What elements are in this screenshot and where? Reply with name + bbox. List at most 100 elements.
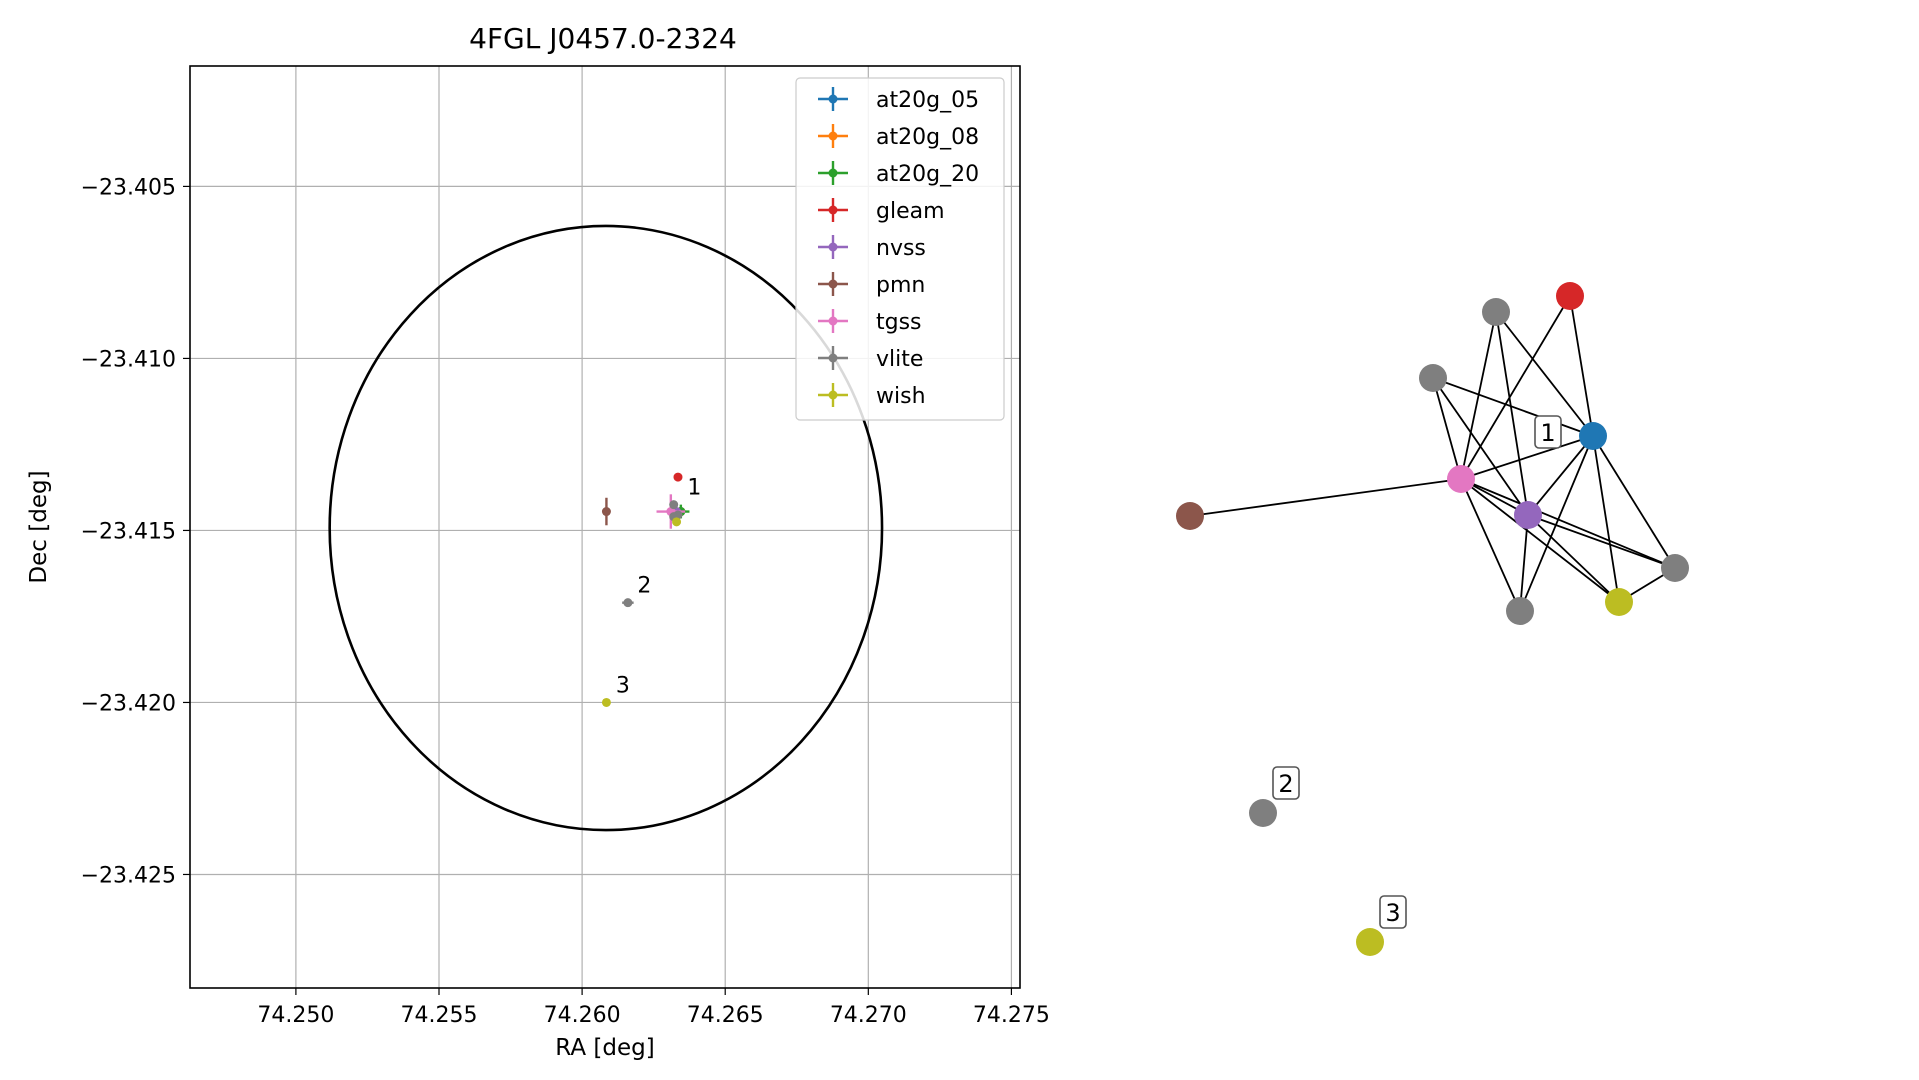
network-edge bbox=[1519, 435, 1594, 612]
legend-label: tgss bbox=[876, 310, 922, 335]
network-edge bbox=[1527, 514, 1620, 603]
legend-label: gleam bbox=[876, 199, 945, 224]
marker bbox=[601, 507, 611, 517]
x-tick-label: 74.250 bbox=[257, 1003, 334, 1028]
network-edge bbox=[1519, 514, 1529, 612]
network-edge bbox=[1495, 311, 1594, 437]
node-label-2: 2 bbox=[1272, 766, 1300, 800]
legend-marker bbox=[828, 205, 838, 215]
legend-label: vlite bbox=[876, 347, 923, 372]
marker bbox=[672, 517, 682, 527]
chart-title: 4FGL J0457.0-2324 bbox=[469, 22, 737, 55]
x-tick-label: 74.275 bbox=[973, 1003, 1050, 1028]
network-node-gray_b bbox=[1419, 364, 1447, 392]
network-edge bbox=[1460, 311, 1497, 480]
legend-marker bbox=[828, 168, 838, 178]
legend-marker bbox=[828, 279, 838, 289]
legend-entry-at20g_05: at20g_05 bbox=[818, 87, 979, 113]
network-node-olive bbox=[1605, 588, 1633, 616]
network-edge bbox=[1432, 377, 1529, 516]
network-node-purple bbox=[1514, 501, 1542, 529]
y-tick-label: −23.405 bbox=[81, 175, 176, 200]
point-annotation: 1 bbox=[687, 476, 701, 501]
node-label-text: 2 bbox=[1278, 770, 1293, 798]
data-point-wish bbox=[672, 517, 682, 527]
legend-label: at20g_05 bbox=[876, 88, 979, 113]
legend-entry-vlite: vlite bbox=[818, 346, 923, 372]
legend-label: nvss bbox=[876, 236, 926, 261]
legend-marker bbox=[828, 316, 838, 326]
data-point-gleam bbox=[673, 472, 683, 482]
network-edge bbox=[1460, 478, 1620, 603]
x-tick-label: 74.265 bbox=[687, 1003, 764, 1028]
legend-entry-gleam: gleam bbox=[818, 198, 945, 224]
network-node-gray_c bbox=[1506, 597, 1534, 625]
network-node-gray_d bbox=[1661, 554, 1689, 582]
scatter-chart: 4FGL J0457.0-2324 1 2 3 74.250 74.255 74.260… bbox=[26, 22, 1050, 1061]
node-label-text: 1 bbox=[1540, 419, 1555, 447]
legend-label: at20g_08 bbox=[876, 125, 979, 150]
marker bbox=[601, 697, 611, 707]
point-annotation: 2 bbox=[637, 574, 651, 599]
network-edge bbox=[1592, 435, 1620, 603]
network-node-blue bbox=[1579, 422, 1607, 450]
network-edge bbox=[1189, 478, 1462, 517]
node-label-text: 3 bbox=[1385, 899, 1400, 927]
y-axis-label: Dec [deg] bbox=[26, 470, 52, 583]
node-label-box bbox=[1272, 766, 1300, 800]
legend-marker bbox=[828, 242, 838, 252]
network-edge bbox=[1592, 435, 1676, 569]
network-node-red bbox=[1556, 282, 1584, 310]
nodes-layer bbox=[1176, 282, 1689, 956]
node-labels-layer: 1 2 3 bbox=[1272, 415, 1562, 929]
points-layer bbox=[601, 472, 690, 707]
data-point-pmn bbox=[601, 497, 611, 526]
ellipse-layer bbox=[328, 224, 884, 832]
y-tick-label: −23.410 bbox=[81, 347, 176, 372]
legend-marker bbox=[828, 353, 838, 363]
network-edge bbox=[1460, 435, 1594, 480]
x-axis-label: RA [deg] bbox=[555, 1035, 654, 1061]
network-node-pink bbox=[1447, 465, 1475, 493]
marker bbox=[669, 500, 679, 510]
network-edge bbox=[1460, 295, 1571, 480]
x-tick-label: 74.260 bbox=[544, 1003, 621, 1028]
legend-entry-nvss: nvss bbox=[818, 235, 926, 261]
legend-entry-pmn: pmn bbox=[818, 272, 925, 298]
network-edge bbox=[1432, 377, 1462, 480]
legend-entry-at20g_20: at20g_20 bbox=[818, 161, 979, 187]
legend-entry-wish: wish bbox=[818, 383, 926, 409]
y-tick-label: −23.420 bbox=[81, 691, 176, 716]
legend-entry-tgss: tgss bbox=[818, 309, 922, 335]
legend-label: at20g_20 bbox=[876, 162, 979, 187]
point-annotation: 3 bbox=[616, 673, 630, 698]
y-tick-label: −23.415 bbox=[81, 519, 176, 544]
node-label-box bbox=[1534, 415, 1562, 449]
legend-label: wish bbox=[876, 384, 926, 409]
data-point-vlite bbox=[669, 500, 679, 510]
network-node-olive_3 bbox=[1356, 928, 1384, 956]
node-label-3: 3 bbox=[1379, 895, 1407, 929]
y-ticks: −23.405 −23.410 −23.415 −23.420 −23.425 bbox=[81, 175, 190, 888]
legend-marker bbox=[828, 131, 838, 141]
node-label-1: 1 bbox=[1534, 415, 1562, 449]
network-edge bbox=[1527, 435, 1594, 516]
annotation-layer: 1 2 3 bbox=[616, 476, 702, 699]
network-edge bbox=[1495, 311, 1529, 516]
network-edge bbox=[1460, 478, 1676, 569]
x-ticks: 74.250 74.255 74.260 74.265 74.270 74.275 bbox=[257, 988, 1050, 1028]
marker bbox=[623, 598, 633, 608]
network-edge bbox=[1527, 514, 1676, 569]
network-edge bbox=[1569, 295, 1594, 437]
marker bbox=[673, 472, 683, 482]
legend-marker bbox=[828, 94, 838, 104]
x-tick-label: 74.255 bbox=[401, 1003, 478, 1028]
legend-label: pmn bbox=[876, 273, 925, 298]
network-node-gray_a bbox=[1482, 298, 1510, 326]
network-edge bbox=[1432, 377, 1594, 437]
data-point-wish bbox=[601, 697, 611, 707]
node-label-box bbox=[1379, 895, 1407, 929]
network-graph: 1 2 3 bbox=[1176, 282, 1689, 956]
